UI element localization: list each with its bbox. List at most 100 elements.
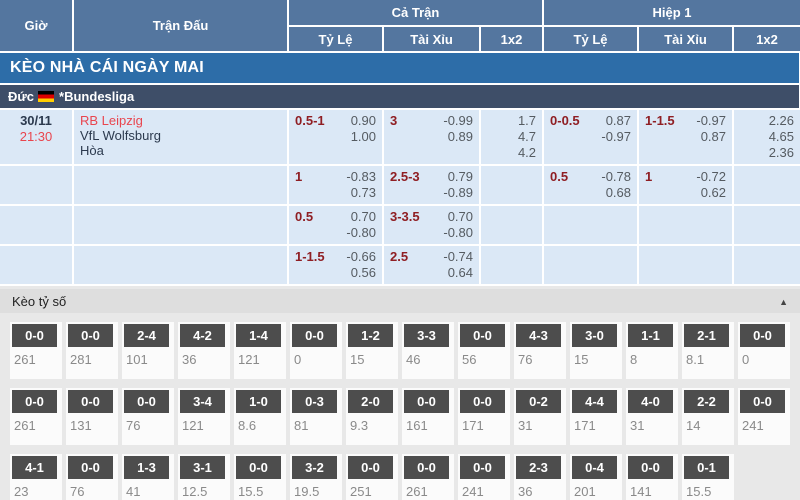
score-cell[interactable]: 1-3 41 bbox=[122, 454, 174, 500]
score-row: 4-1 23 0-0 76 1-3 41 3-1 12.5 0-0 15.5 3-2 19.5 0-0 2… bbox=[10, 454, 790, 500]
score-cell[interactable]: 3-2 19.5 bbox=[290, 454, 342, 500]
score-cell[interactable]: 3-0 15 bbox=[570, 322, 622, 379]
odds-value: -0.74 bbox=[443, 249, 473, 264]
score-odd: 281 bbox=[70, 352, 92, 367]
score-cell[interactable]: 0-0 251 bbox=[346, 454, 398, 500]
score-box: 2-0 bbox=[348, 390, 393, 413]
odds-row: 0.5 0.70 -0.80 3-3.5 0.70 -0.80 bbox=[0, 205, 800, 246]
score-odd: 141 bbox=[630, 484, 652, 499]
score-cell[interactable]: 0-0 76 bbox=[122, 388, 174, 445]
score-cell[interactable]: 0-0 0 bbox=[290, 322, 342, 379]
score-cell[interactable]: 0-0 141 bbox=[626, 454, 678, 500]
odds-cell[interactable]: 0-0.5 0.87 -0.97 bbox=[543, 109, 640, 166]
score-cell[interactable]: 0-0 131 bbox=[66, 388, 118, 445]
score-cell[interactable]: 3-1 12.5 bbox=[178, 454, 230, 500]
score-box: 0-0 bbox=[12, 390, 57, 413]
score-cell[interactable]: 4-0 31 bbox=[626, 388, 678, 445]
score-box: 0-0 bbox=[628, 456, 673, 479]
odds-value: -0.97 bbox=[696, 113, 727, 128]
score-cell[interactable]: 1-0 8.6 bbox=[234, 388, 286, 445]
score-cell[interactable]: 0-0 15.5 bbox=[234, 454, 286, 500]
odds-cell[interactable]: 0.5-1 0.90 1.00 bbox=[288, 109, 384, 166]
header-sub-row: Tỷ Lệ Tài Xỉu 1x2 Tỷ Lệ Tài Xỉu 1x2 bbox=[0, 26, 800, 53]
odds-cell-empty bbox=[480, 245, 545, 286]
score-odd: 15 bbox=[574, 352, 589, 367]
score-box: 0-0 bbox=[12, 324, 57, 347]
score-cell[interactable]: 4-3 76 bbox=[514, 322, 566, 379]
score-cell[interactable]: 1-4 121 bbox=[234, 322, 286, 379]
score-odd: 31 bbox=[630, 418, 645, 433]
score-odd: 121 bbox=[238, 352, 260, 367]
match-teams-cell bbox=[73, 165, 289, 206]
odds-cell[interactable]: 2.5-3 0.79 -0.89 bbox=[383, 165, 481, 206]
score-cell[interactable]: 0-0 261 bbox=[10, 322, 62, 379]
score-cell[interactable]: 3-3 46 bbox=[402, 322, 454, 379]
score-cell[interactable]: 4-1 23 bbox=[10, 454, 62, 500]
score-cell[interactable]: 0-0 56 bbox=[458, 322, 510, 379]
score-odd: 251 bbox=[350, 484, 372, 499]
odds-cell[interactable]: 1-1.5 -0.97 0.87 bbox=[638, 109, 735, 166]
score-cell[interactable]: 2-2 14 bbox=[682, 388, 734, 445]
score-odd: 0 bbox=[294, 352, 302, 367]
odds-cell[interactable]: 1-1.5 -0.66 0.56 bbox=[288, 245, 384, 286]
score-box: 4-1 bbox=[12, 456, 57, 479]
score-odd: 41 bbox=[126, 484, 141, 499]
score-box: 3-1 bbox=[180, 456, 225, 479]
score-cell[interactable]: 0-0 241 bbox=[738, 388, 790, 445]
odds-value: -0.66 bbox=[346, 249, 376, 264]
draw-label[interactable]: Hòa bbox=[80, 143, 104, 158]
score-cell[interactable]: 0-0 171 bbox=[458, 388, 510, 445]
score-cell[interactable]: 0-0 161 bbox=[402, 388, 454, 445]
odds-value: 0.56 bbox=[350, 265, 376, 280]
odds-cell[interactable]: 0.5 -0.78 0.68 bbox=[543, 165, 640, 206]
score-cell[interactable]: 2-0 9.3 bbox=[346, 388, 398, 445]
handicap-line: 1 bbox=[645, 169, 653, 184]
score-cell[interactable]: 4-2 36 bbox=[178, 322, 230, 379]
score-odd: 46 bbox=[406, 352, 421, 367]
score-box: 0-0 bbox=[236, 456, 281, 479]
score-cell[interactable]: 0-0 261 bbox=[402, 454, 454, 500]
score-cell[interactable]: 2-3 36 bbox=[514, 454, 566, 500]
score-box: 0-0 bbox=[740, 390, 785, 413]
odds-cell[interactable]: 1.7 4.7 4.2 bbox=[480, 109, 545, 166]
col-header-time: Giờ bbox=[0, 0, 74, 53]
odds-cell[interactable]: 1 -0.83 0.73 bbox=[288, 165, 384, 206]
odds-cell[interactable]: 3 -0.99 0.89 bbox=[383, 109, 481, 166]
odds-cell[interactable]: 3-3.5 0.70 -0.80 bbox=[383, 205, 481, 246]
score-box: 2-3 bbox=[516, 456, 561, 479]
match-time-cell bbox=[0, 165, 74, 206]
score-cell[interactable]: 0-0 76 bbox=[66, 454, 118, 500]
score-cell[interactable]: 0-0 281 bbox=[66, 322, 118, 379]
score-cell[interactable]: 0-4 201 bbox=[570, 454, 622, 500]
handicap-line: 3 bbox=[390, 113, 398, 128]
score-cell[interactable]: 0-0 0 bbox=[738, 322, 790, 379]
score-odd: 23 bbox=[14, 484, 29, 499]
score-cell[interactable]: 1-2 15 bbox=[346, 322, 398, 379]
score-cell[interactable]: 4-4 171 bbox=[570, 388, 622, 445]
score-box: 3-4 bbox=[180, 390, 225, 413]
team-home-link[interactable]: RB Leipzig bbox=[80, 113, 143, 128]
score-cell[interactable]: 2-1 8.1 bbox=[682, 322, 734, 379]
score-cell[interactable]: 1-1 8 bbox=[626, 322, 678, 379]
score-cell[interactable]: 0-0 261 bbox=[10, 388, 62, 445]
score-box: 0-0 bbox=[348, 456, 393, 479]
score-section-header[interactable]: Kèo tỷ số ▲ bbox=[0, 289, 800, 313]
score-cell[interactable]: 2-4 101 bbox=[122, 322, 174, 379]
score-odd: 56 bbox=[462, 352, 477, 367]
team-away-link[interactable]: VfL Wolfsburg bbox=[80, 128, 161, 143]
score-cell[interactable]: 3-4 121 bbox=[178, 388, 230, 445]
odds-cell[interactable]: 1 -0.72 0.62 bbox=[638, 165, 735, 206]
score-cell[interactable]: 0-0 241 bbox=[458, 454, 510, 500]
odds-cell-empty bbox=[733, 205, 800, 246]
score-cell[interactable]: 0-3 81 bbox=[290, 388, 342, 445]
odds-cell[interactable]: 2.26 4.65 2.36 bbox=[733, 109, 800, 166]
odds-cell-empty bbox=[543, 205, 640, 246]
score-box: 0-1 bbox=[684, 456, 729, 479]
handicap-line: 0.5 bbox=[550, 169, 569, 184]
odds-cell[interactable]: 0.5 0.70 -0.80 bbox=[288, 205, 384, 246]
league-row[interactable]: Đức *Bundesliga bbox=[0, 84, 800, 110]
odds-cell[interactable]: 2.5 -0.74 0.64 bbox=[383, 245, 481, 286]
score-cell[interactable]: 0-1 15.5 bbox=[682, 454, 734, 500]
score-cell[interactable]: 0-2 31 bbox=[514, 388, 566, 445]
collapse-triangle-icon[interactable]: ▲ bbox=[779, 296, 788, 307]
